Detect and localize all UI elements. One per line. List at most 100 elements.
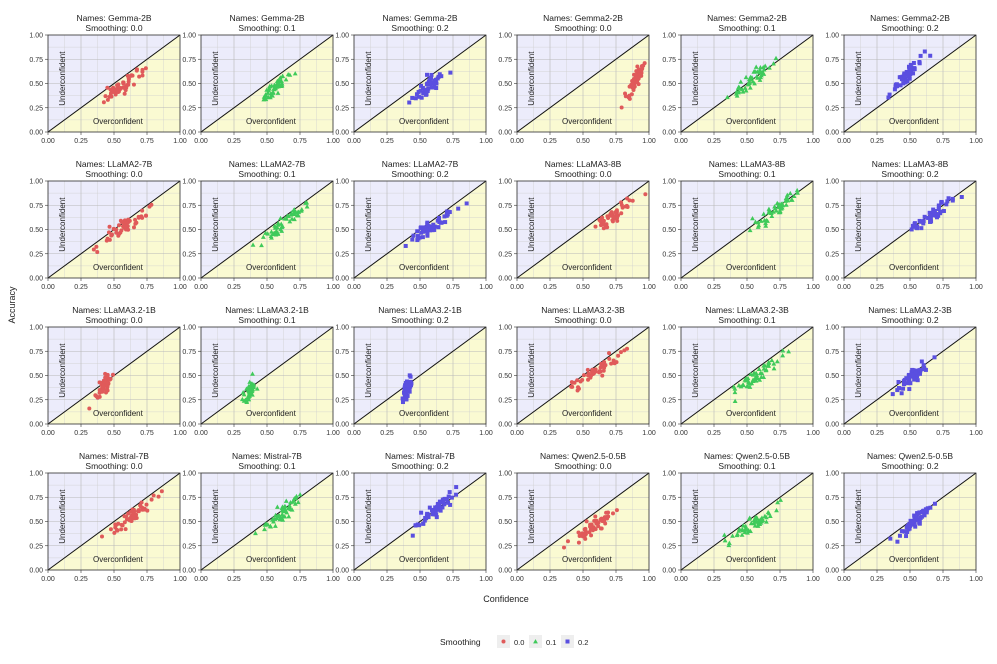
data-point bbox=[265, 94, 271, 100]
data-point bbox=[444, 212, 449, 217]
data-point bbox=[94, 244, 99, 249]
y-tick-label: 0.75 bbox=[29, 349, 43, 356]
panel-title: Names: Gemma2-2B bbox=[707, 13, 787, 23]
data-point bbox=[285, 71, 291, 77]
panel-title: Names: Gemma-2B bbox=[229, 13, 304, 23]
data-point bbox=[750, 372, 756, 377]
data-point bbox=[442, 214, 447, 219]
data-point bbox=[910, 372, 915, 377]
data-point bbox=[738, 79, 744, 84]
y-tick-label: 0.00 bbox=[662, 568, 676, 575]
data-point bbox=[103, 375, 108, 380]
data-point bbox=[623, 94, 628, 99]
y-tick-label: 1.00 bbox=[29, 33, 43, 40]
data-point bbox=[405, 387, 410, 392]
panel-title: Names: LLaMA3.2-1B bbox=[225, 305, 309, 315]
data-point bbox=[618, 350, 623, 355]
overconfident-label: Overconfident bbox=[562, 263, 613, 272]
data-point bbox=[909, 68, 914, 73]
data-point bbox=[425, 231, 430, 236]
data-point bbox=[431, 222, 436, 227]
data-point bbox=[589, 533, 594, 538]
data-point bbox=[785, 198, 791, 203]
data-point bbox=[769, 357, 775, 363]
panel-title: Names: LLaMA2-7B bbox=[382, 159, 459, 169]
x-tick-label: 0.00 bbox=[837, 138, 851, 145]
data-point bbox=[576, 385, 581, 390]
panel-title: Names: Gemma-2B bbox=[382, 13, 457, 23]
y-tick-label: 0.75 bbox=[662, 203, 676, 210]
data-point bbox=[91, 247, 96, 252]
data-point bbox=[752, 523, 758, 528]
data-point bbox=[433, 505, 438, 510]
data-point bbox=[912, 377, 917, 382]
x-tick-label: 0.75 bbox=[140, 284, 154, 291]
data-point bbox=[135, 509, 140, 514]
x-tick-label: 0.75 bbox=[446, 430, 460, 437]
data-point bbox=[914, 515, 919, 520]
x-tick-label: 0.25 bbox=[380, 576, 394, 583]
data-point bbox=[260, 234, 266, 239]
data-point bbox=[569, 384, 574, 389]
data-point bbox=[259, 242, 264, 248]
x-tick-label: 0.50 bbox=[903, 284, 917, 291]
panel-subtitle: Smoothing: 0.2 bbox=[881, 315, 938, 325]
y-tick-label: 0.75 bbox=[335, 57, 349, 64]
data-point bbox=[424, 82, 429, 87]
data-point bbox=[404, 383, 409, 388]
data-point bbox=[580, 532, 585, 537]
y-tick-label: 1.00 bbox=[662, 471, 676, 478]
data-point bbox=[917, 218, 922, 223]
data-point bbox=[739, 532, 745, 537]
data-point bbox=[762, 363, 768, 368]
x-tick-label: 0.00 bbox=[510, 576, 524, 583]
data-point bbox=[585, 367, 590, 372]
x-tick-label: 0.00 bbox=[837, 430, 851, 437]
y-tick-label: 0.25 bbox=[662, 251, 676, 258]
data-point bbox=[279, 224, 285, 229]
data-point bbox=[730, 533, 735, 538]
data-point bbox=[446, 494, 451, 499]
x-tick-label: 0.00 bbox=[674, 284, 688, 291]
data-point bbox=[250, 371, 255, 376]
data-point bbox=[404, 397, 409, 402]
y-tick-label: 0.50 bbox=[29, 227, 43, 234]
y-tick-label: 0.75 bbox=[29, 495, 43, 502]
data-point bbox=[761, 211, 767, 216]
x-tick-label: 0.50 bbox=[740, 430, 754, 437]
panel-subtitle: Smoothing: 0.2 bbox=[391, 169, 448, 179]
data-point bbox=[442, 502, 447, 507]
data-point bbox=[899, 391, 904, 396]
data-point bbox=[602, 360, 607, 365]
data-point bbox=[425, 72, 430, 77]
data-point bbox=[764, 218, 770, 223]
panel-title: Names: Gemma-2B bbox=[76, 13, 151, 23]
data-point bbox=[292, 71, 298, 76]
x-tick-label: 0.00 bbox=[347, 284, 361, 291]
data-point bbox=[254, 386, 260, 391]
panel-subtitle: Smoothing: 0.1 bbox=[718, 23, 775, 33]
data-point bbox=[273, 523, 278, 528]
data-point bbox=[287, 503, 292, 508]
data-point bbox=[87, 406, 92, 411]
data-point bbox=[939, 199, 944, 204]
data-point bbox=[427, 224, 432, 229]
overconfident-label: Overconfident bbox=[246, 409, 297, 418]
data-point bbox=[753, 64, 759, 69]
data-point bbox=[783, 202, 789, 207]
data-point bbox=[136, 215, 141, 220]
x-tick-label: 0.25 bbox=[543, 138, 557, 145]
data-point bbox=[140, 215, 145, 220]
data-point bbox=[263, 96, 269, 102]
x-tick-label: 0.25 bbox=[74, 430, 88, 437]
data-point bbox=[914, 225, 919, 230]
data-point bbox=[123, 223, 128, 228]
data-point bbox=[421, 521, 426, 526]
data-point bbox=[446, 500, 451, 505]
x-tick-label: 0.00 bbox=[41, 284, 55, 291]
data-point bbox=[501, 639, 506, 644]
